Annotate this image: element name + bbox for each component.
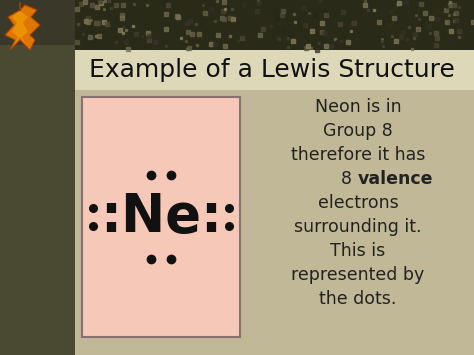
Bar <box>75 0 474 50</box>
Bar <box>82 97 240 337</box>
Text: :Ne:: :Ne: <box>100 191 222 243</box>
Text: surrounding it.: surrounding it. <box>294 218 422 236</box>
Text: Neon is in: Neon is in <box>315 98 401 116</box>
Text: Group 8: Group 8 <box>323 122 393 140</box>
Text: Example of a Lewis Structure: Example of a Lewis Structure <box>89 58 455 82</box>
Polygon shape <box>12 11 28 45</box>
Text: 8: 8 <box>341 170 358 188</box>
Text: This is: This is <box>330 242 386 260</box>
Bar <box>0 0 75 355</box>
Polygon shape <box>5 5 40 50</box>
Bar <box>75 50 474 90</box>
Text: the dots.: the dots. <box>319 290 397 308</box>
Text: therefore it has: therefore it has <box>291 146 425 164</box>
Bar <box>75 90 474 355</box>
Text: electrons: electrons <box>318 194 398 212</box>
Text: valence: valence <box>358 170 434 188</box>
Text: represented by: represented by <box>292 266 425 284</box>
Bar <box>0 0 75 45</box>
